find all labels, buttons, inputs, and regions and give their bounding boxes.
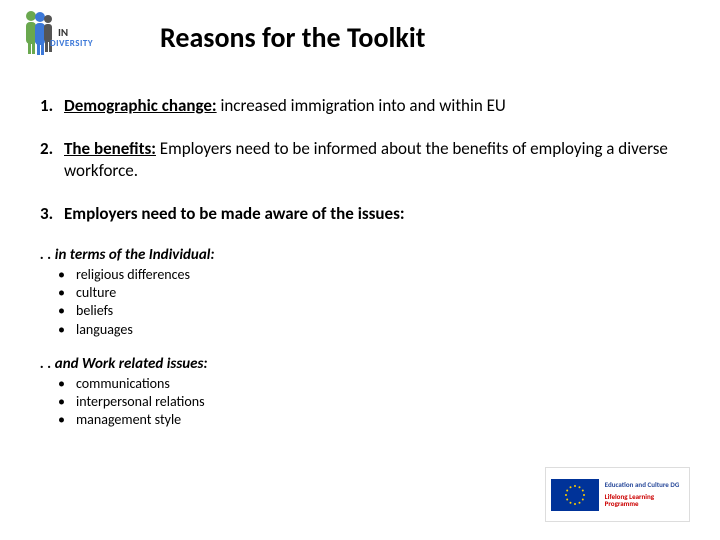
bullet-item: communications <box>40 375 680 393</box>
item-number: 3. <box>40 203 64 224</box>
bullet-item: languages <box>40 321 680 339</box>
bullet-item: interpersonal relations <box>40 393 680 411</box>
item-rest: increased immigration into and within EU <box>217 95 506 116</box>
footer-line2: Lifelong Learning Programme <box>605 493 689 508</box>
content-area: 1. Demographic change: increased immigra… <box>0 65 720 429</box>
item-lead: Demographic change: <box>64 95 217 116</box>
footer-line1: Education and Culture DG <box>605 481 689 489</box>
header: IN DIVERSITY Reasons for the Toolkit <box>0 0 720 65</box>
subsection-heading: . . in terms of the Individual: <box>40 246 680 264</box>
logo-figures-icon <box>18 10 58 60</box>
item-number: 1. <box>40 95 64 116</box>
footer-text: Education and Culture DG Lifelong Learni… <box>605 481 689 508</box>
page-title: Reasons for the Toolkit <box>160 20 425 55</box>
logo-text-bottom: DIVERSITY <box>50 38 93 49</box>
bullet-item: religious differences <box>40 266 680 284</box>
bullet-item: management style <box>40 411 680 429</box>
bullet-item: culture <box>40 284 680 302</box>
bullet-item: beliefs <box>40 302 680 320</box>
item-body: Demographic change: increased immigratio… <box>64 95 680 116</box>
bullet-list: religious differences culture beliefs la… <box>40 266 680 339</box>
list-item: 1. Demographic change: increased immigra… <box>40 95 680 116</box>
item-lead: The benefits: <box>64 138 156 159</box>
eu-flag-icon <box>551 479 599 511</box>
in-diversity-logo: IN DIVERSITY <box>10 10 110 65</box>
item-number: 2. <box>40 138 64 181</box>
item-body: The benefits: Employers need to be infor… <box>64 138 680 181</box>
item-lead: Employers need to be made aware of the i… <box>64 203 405 224</box>
bullet-list: communications interpersonal relations m… <box>40 375 680 430</box>
item-body: Employers need to be made aware of the i… <box>64 203 680 224</box>
list-item: 3. Employers need to be made aware of th… <box>40 203 680 224</box>
eu-programme-logo: Education and Culture DG Lifelong Learni… <box>545 467 690 522</box>
list-item: 2. The benefits: Employers need to be in… <box>40 138 680 181</box>
subsection-heading: . . and Work related issues: <box>40 355 680 373</box>
